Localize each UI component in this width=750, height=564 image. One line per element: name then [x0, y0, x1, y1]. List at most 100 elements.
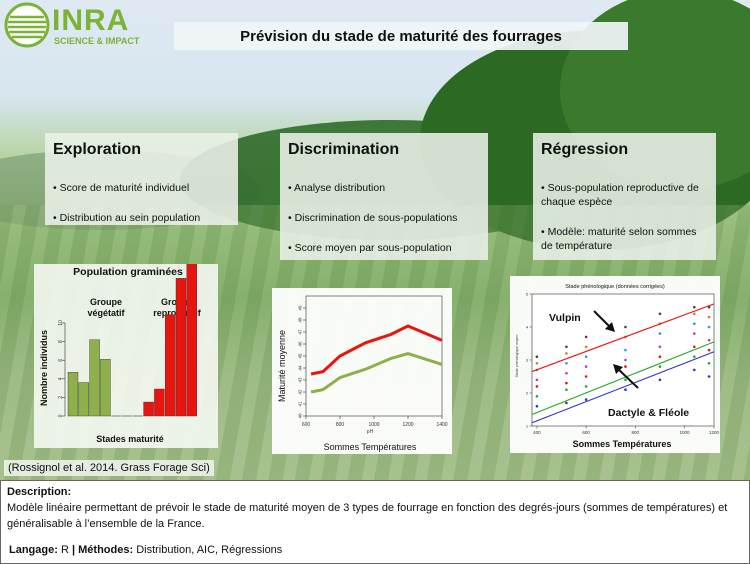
- y-axis: 0 2 4 6 8 10: [58, 320, 66, 417]
- regression-lines: [531, 303, 715, 424]
- x-axis-label: Sommes Températures: [573, 439, 672, 449]
- scatter-point: [624, 365, 627, 368]
- chart-title: Population graminées: [73, 266, 183, 278]
- y-tick-label: 4: [58, 377, 64, 380]
- scatter-point: [535, 395, 539, 398]
- y-tick-label: 2: [58, 396, 64, 399]
- panel-list: Score de maturité individuel Distributio…: [53, 181, 232, 241]
- maturity-line-chart: Maturité moyenne Sommes Températures pH …: [277, 295, 448, 452]
- x-tick-label: 800: [336, 422, 345, 428]
- annotation-vulpin: Vulpin: [549, 312, 581, 324]
- panel-discrimination: Discrimination Analyse distribution Disc…: [280, 133, 488, 260]
- y-tick-label: 10: [58, 320, 64, 326]
- bar: [78, 382, 89, 417]
- y-axis-label: Maturité moyenne: [277, 330, 287, 402]
- scatter-point: [707, 348, 711, 352]
- scatter-point: [693, 305, 696, 309]
- brand-tagline: SCIENCE & IMPACT: [54, 36, 140, 46]
- panel-exploration: Exploration Score de maturité individuel…: [45, 133, 238, 225]
- y-tick-label: 40: [298, 413, 303, 419]
- language-value: R: [60, 544, 69, 556]
- y-axis-label: Nombre individus: [39, 330, 49, 406]
- x-tick-label: 800: [632, 430, 640, 435]
- scatter-point: [584, 355, 588, 358]
- separator: |: [71, 544, 76, 556]
- x-tick-label: 1000: [368, 422, 379, 428]
- scatter-point: [584, 375, 588, 378]
- regression-line: [531, 351, 715, 424]
- scatter-point: [658, 378, 662, 382]
- scatter-point: [707, 325, 711, 329]
- scatter-point: [624, 325, 627, 329]
- scatter-point: [707, 375, 711, 378]
- panel-list: Sous-population reproductive de chaque e…: [541, 181, 710, 269]
- scatter-point: [535, 378, 539, 382]
- panel-regression: Régression Sous-population reproductive …: [533, 133, 716, 260]
- scatter-point: [624, 348, 627, 352]
- regression-line: [531, 303, 715, 373]
- scatter-point: [707, 362, 711, 365]
- bar: [67, 372, 79, 417]
- scatter-point: [584, 398, 588, 401]
- language-line: Langage: R | Méthodes: Distribution, AIC…: [9, 544, 282, 556]
- scatter-point: [693, 355, 696, 358]
- scatter-point: [693, 345, 696, 349]
- scatter-point: [584, 365, 588, 368]
- bar: [89, 339, 100, 417]
- inra-logo[interactable]: INRA SCIENCE & IMPACT: [4, 2, 139, 48]
- y-tick-label: 49: [298, 305, 303, 311]
- chart-title: Stade phénologique (données corrigées): [565, 284, 665, 290]
- y-tick-label: 4: [526, 325, 529, 330]
- list-item: Sous-population reproductive de chaque e…: [541, 181, 710, 209]
- bar: [154, 388, 165, 417]
- bar: [175, 278, 187, 417]
- list-item: Discrimination de sous-populations: [288, 211, 482, 225]
- scatter-point: [565, 401, 568, 405]
- y-tick-label: 47: [298, 329, 303, 335]
- x-tick-label: 600: [582, 430, 590, 435]
- x-tick-label: 1200: [709, 430, 720, 435]
- scatter-point: [535, 404, 539, 408]
- y-tick-label: 41: [298, 401, 303, 407]
- bars-group: [67, 259, 198, 417]
- list-item: Modèle: maturité selon sommes de tempéra…: [541, 225, 710, 253]
- scatter-point: [707, 315, 711, 319]
- y-tick-label: 3: [526, 358, 529, 363]
- scatter-point: [584, 345, 588, 349]
- scatter-point: [565, 362, 568, 365]
- scatter-point: [535, 355, 539, 358]
- description-box: Description: Modèle linéaire permettant …: [0, 480, 750, 564]
- arrow-dactyle-icon: [613, 364, 639, 389]
- regression-figure: Stade phénologique (données corrigées) S…: [510, 276, 720, 453]
- y-axis-label: Stade phénologique moyen: [515, 335, 519, 378]
- page-title: Prévision du stade de maturité des fourr…: [174, 22, 628, 50]
- panel-heading: Exploration: [53, 141, 142, 158]
- y-tick-label: 43: [298, 377, 303, 383]
- inner-x-label: pH: [367, 429, 374, 435]
- x-tick-label: 1200: [402, 422, 413, 428]
- scatter-point: [658, 365, 662, 368]
- methods-label: Méthodes:: [78, 544, 134, 556]
- list-item: Distribution au sein population: [53, 211, 232, 225]
- scatter-point: [658, 355, 662, 358]
- y-tick-label: 45: [298, 353, 303, 359]
- plot-frame: [305, 295, 443, 417]
- scatter-point: [584, 335, 588, 339]
- series-line: [310, 352, 443, 394]
- scatter-point: [658, 345, 662, 349]
- scatter-point: [565, 381, 568, 385]
- regression-scatter-chart: Stade phénologique (données corrigées) S…: [515, 284, 720, 449]
- scatter-point: [535, 385, 539, 388]
- scatter-point: [624, 388, 627, 391]
- list-item: Score de maturité individuel: [53, 181, 232, 195]
- y-tick-label: 48: [298, 317, 303, 323]
- bar: [143, 401, 154, 417]
- scatter-point: [565, 388, 568, 391]
- points-group: [535, 305, 711, 408]
- citation: (Rossignol et al. 2014. Grass Forage Sci…: [4, 460, 214, 476]
- scatter-point: [693, 332, 696, 335]
- description-label: Description:: [7, 486, 72, 498]
- scatter-point: [624, 358, 627, 362]
- axes: 600 800 1000 1200 1400 40 41 42 43 44 45 46 47 48 49: [298, 295, 448, 428]
